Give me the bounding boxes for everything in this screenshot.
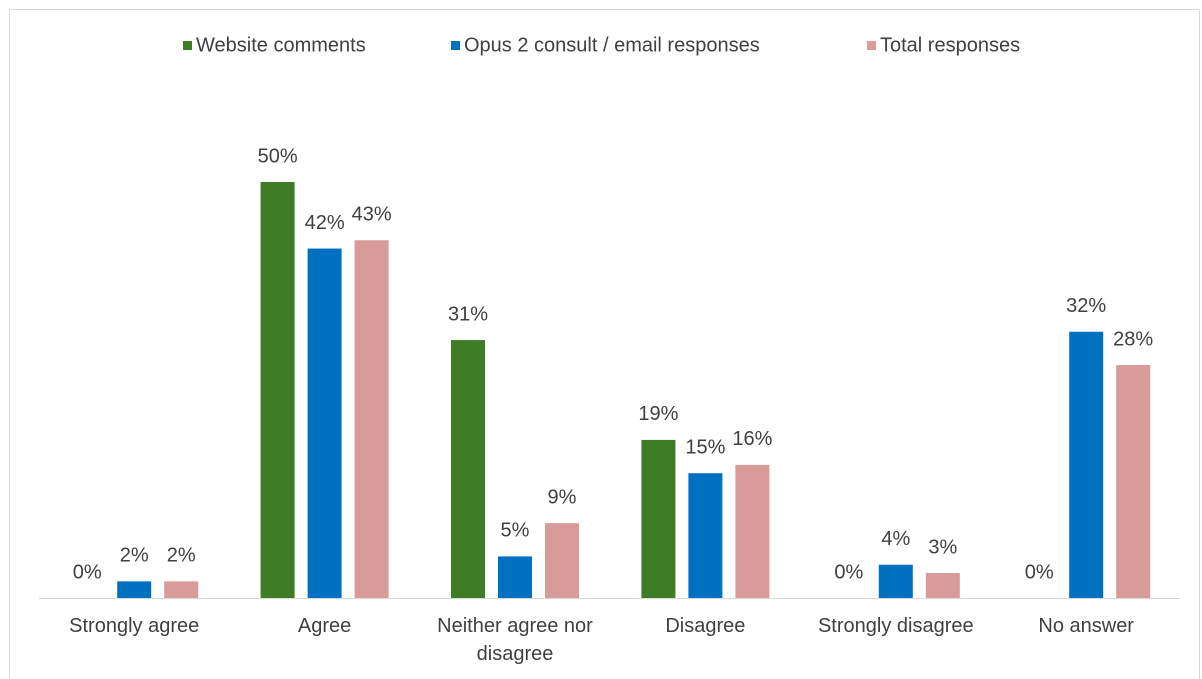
data-label: 16% [732, 428, 772, 450]
bar [545, 523, 579, 598]
data-label: 2% [167, 545, 196, 567]
data-label: 32% [1066, 295, 1106, 317]
x-tick-label: No answer [1038, 615, 1134, 637]
legend-label: Opus 2 consult / email responses [464, 34, 760, 56]
data-label: 43% [352, 204, 392, 226]
legend-swatch [867, 41, 876, 50]
bar [925, 573, 960, 598]
legend-swatch [451, 41, 460, 50]
x-tick-label: Disagree [665, 615, 746, 637]
bar [498, 556, 532, 598]
data-label: 15% [685, 436, 725, 458]
bar [735, 464, 770, 598]
data-label: 4% [881, 528, 910, 550]
x-tick-label: Strongly agree [69, 615, 200, 637]
x-tick-label: Strongly disagree [817, 615, 974, 637]
legend-swatch [183, 41, 192, 50]
bar [1116, 365, 1151, 598]
x-tick-label: Agree [297, 615, 352, 637]
bar [117, 581, 152, 598]
bar [1069, 331, 1104, 598]
data-label: 42% [305, 212, 345, 234]
data-label: 0% [1025, 561, 1054, 583]
data-label: 50% [258, 145, 298, 167]
data-label: 5% [501, 520, 530, 542]
data-label: 2% [120, 545, 149, 567]
bar [878, 564, 913, 598]
x-tick-label: Neither agree nor disagree [437, 615, 593, 665]
legend-label: Website comments [196, 34, 366, 56]
data-label: 0% [73, 561, 102, 583]
data-label: 19% [638, 403, 678, 425]
bar [164, 581, 199, 598]
data-label: 9% [548, 486, 577, 508]
data-label: 28% [1113, 328, 1153, 350]
bar [688, 473, 723, 598]
data-label: 31% [448, 303, 488, 325]
bar [354, 240, 389, 599]
bar [641, 439, 676, 598]
chart-border [9, 9, 1200, 679]
data-label: 3% [928, 536, 957, 558]
bar [260, 182, 295, 598]
bar [307, 248, 342, 598]
data-label: 0% [834, 561, 863, 583]
bar [451, 340, 485, 598]
legend-label: Total responses [880, 34, 1020, 56]
